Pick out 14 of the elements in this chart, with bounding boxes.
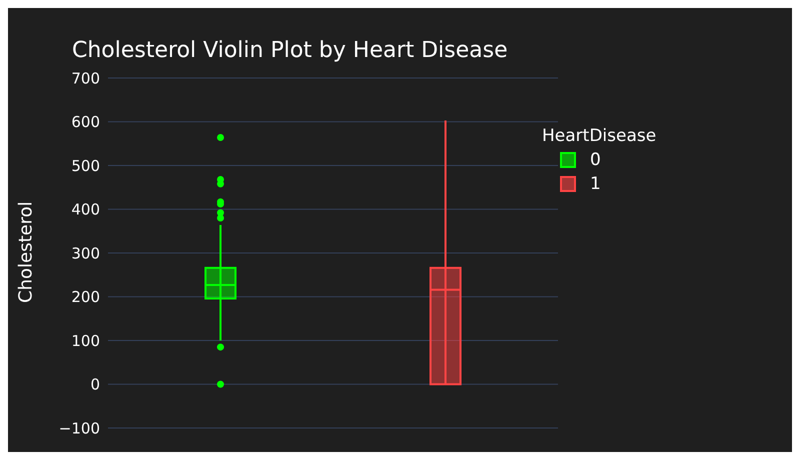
y-tick-label: 200 [71,288,100,306]
y-tick-label: 300 [71,244,100,262]
y-tick-label: 0 [90,376,100,394]
legend-label: 1 [590,174,601,194]
y-tick-label: 600 [71,113,100,132]
y-axis-title: Cholesterol [15,201,36,303]
legend-label: 0 [590,150,601,170]
y-tick-label: 700 [71,69,100,88]
y-tick-label: 100 [71,332,100,350]
y-tick-label: −100 [58,419,100,438]
legend-title: HeartDisease [542,126,656,146]
y-tick-label: 400 [71,200,100,219]
y-tick-label: 500 [71,156,100,175]
chart-title: Cholesterol Violin Plot by Heart Disease [72,38,508,63]
